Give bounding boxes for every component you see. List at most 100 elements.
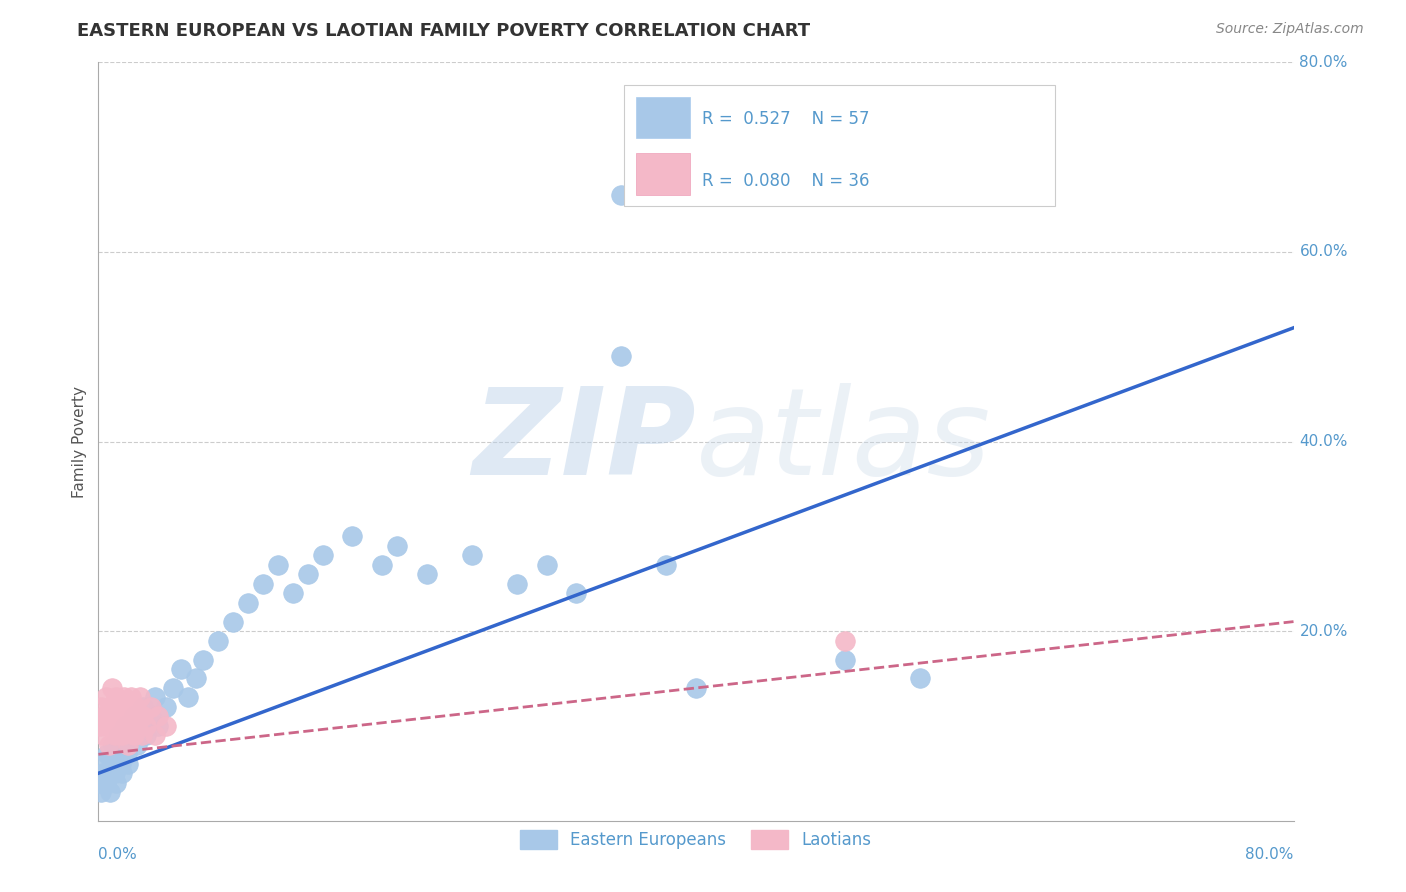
Legend: Eastern Europeans, Laotians: Eastern Europeans, Laotians [512, 822, 880, 858]
Point [222, 615, 245, 629]
Point [155, 719, 177, 733]
Y-axis label: Family Poverty: Family Poverty [72, 385, 87, 498]
Text: 40.0%: 40.0% [1299, 434, 1348, 449]
Point [184, 672, 207, 686]
Point [90, 699, 112, 714]
Point [135, 728, 157, 742]
Point [103, 709, 125, 723]
Point [143, 728, 166, 742]
Point [207, 633, 229, 648]
Text: ZIP: ZIP [472, 383, 696, 500]
Point [115, 699, 138, 714]
Point [834, 633, 856, 648]
Point [121, 719, 143, 733]
Point [107, 747, 129, 762]
Point [125, 699, 148, 714]
Point [94, 690, 117, 705]
Point [416, 567, 439, 582]
Point [155, 699, 177, 714]
Point [252, 576, 274, 591]
FancyBboxPatch shape [637, 153, 690, 195]
Point [97, 738, 120, 752]
Point [104, 766, 127, 780]
Point [267, 558, 290, 572]
Point [111, 728, 134, 742]
Point [311, 548, 333, 563]
Point [101, 756, 124, 771]
Point [610, 349, 633, 363]
Point [96, 719, 118, 733]
Text: 80.0%: 80.0% [1246, 847, 1294, 863]
FancyBboxPatch shape [637, 96, 690, 138]
Point [93, 709, 115, 723]
Text: 60.0%: 60.0% [1299, 244, 1348, 260]
Point [129, 719, 152, 733]
Point [131, 728, 153, 742]
Point [97, 766, 120, 780]
Point [127, 738, 149, 752]
Point [128, 709, 150, 723]
Point [117, 756, 139, 771]
Point [114, 719, 136, 733]
FancyBboxPatch shape [624, 85, 1054, 207]
Point [105, 690, 128, 705]
Point [610, 188, 633, 202]
Point [110, 709, 132, 723]
Point [129, 690, 152, 705]
Point [110, 756, 132, 771]
Point [112, 738, 135, 752]
Text: 80.0%: 80.0% [1299, 55, 1348, 70]
Point [342, 529, 364, 543]
Point [371, 558, 394, 572]
Point [191, 652, 214, 666]
Point [127, 719, 149, 733]
Point [143, 690, 166, 705]
Point [115, 747, 138, 762]
Point [94, 776, 117, 790]
Point [297, 567, 319, 582]
Point [107, 719, 129, 733]
Point [91, 728, 114, 742]
Text: R =  0.527    N = 57: R = 0.527 N = 57 [702, 110, 869, 128]
Point [536, 558, 558, 572]
Point [655, 558, 678, 572]
Point [139, 709, 162, 723]
Point [685, 681, 707, 695]
Point [108, 699, 131, 714]
Point [98, 699, 122, 714]
Point [132, 709, 155, 723]
Point [103, 738, 125, 752]
Point [506, 576, 529, 591]
Point [834, 652, 856, 666]
Point [114, 719, 136, 733]
Point [461, 548, 484, 563]
Point [124, 709, 146, 723]
Point [120, 728, 142, 742]
Point [908, 672, 931, 686]
Point [91, 766, 114, 780]
Point [281, 586, 304, 600]
Point [565, 586, 588, 600]
Point [104, 728, 127, 742]
Point [124, 728, 146, 742]
Point [89, 719, 111, 733]
Point [385, 539, 409, 553]
Point [96, 747, 118, 762]
Point [135, 719, 157, 733]
Point [108, 728, 131, 742]
Point [177, 690, 200, 705]
Point [89, 776, 111, 790]
Point [112, 690, 135, 705]
Point [93, 756, 115, 771]
Point [148, 719, 170, 733]
Text: atlas: atlas [696, 383, 991, 500]
Text: 20.0%: 20.0% [1299, 624, 1348, 639]
Point [162, 681, 184, 695]
Point [236, 596, 259, 610]
Point [132, 699, 155, 714]
Point [101, 681, 124, 695]
Point [169, 662, 191, 676]
Point [111, 766, 134, 780]
Point [90, 785, 112, 799]
Point [117, 738, 139, 752]
